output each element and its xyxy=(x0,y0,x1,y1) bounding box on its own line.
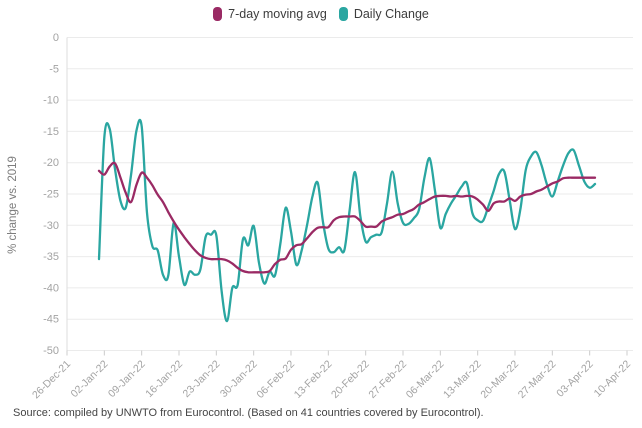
x-tick-label: 20-Mar-22 xyxy=(478,358,521,400)
daily-change-line xyxy=(97,118,597,323)
moving-avg-line xyxy=(97,161,597,274)
x-tick-label: 26-Dec-21 xyxy=(30,358,73,400)
x-tick-label: 10-Apr-22 xyxy=(592,358,634,400)
y-tick-label: -15 xyxy=(43,126,59,138)
daily-change-swatch-icon xyxy=(338,7,348,21)
x-tick-label: 13-Feb-22 xyxy=(292,358,335,400)
x-tick-label: 02-Jan-22 xyxy=(69,358,111,400)
x-tick-label: 20-Feb-22 xyxy=(329,358,372,400)
chart-legend: 7-day moving avg Daily Change xyxy=(0,7,642,21)
y-tick-label: -5 xyxy=(49,63,59,75)
x-tick-label: 30-Jan-22 xyxy=(218,358,260,400)
y-axis-title: % change vs. 2019 xyxy=(7,156,19,254)
legend-item-moving-avg: 7-day moving avg xyxy=(213,7,327,21)
y-tick-label: -20 xyxy=(43,157,59,169)
x-tick-label: 23-Jan-22 xyxy=(181,358,223,400)
x-tick-label: 13-Mar-22 xyxy=(441,358,484,400)
legend-label-moving-avg: 7-day moving avg xyxy=(228,7,327,21)
legend-label-daily-change: Daily Change xyxy=(353,7,429,21)
moving-avg-swatch-icon xyxy=(213,7,223,21)
x-tick-label: 27-Feb-22 xyxy=(366,358,409,400)
y-tick-label: -50 xyxy=(43,345,59,357)
x-tick-label: 03-Apr-22 xyxy=(554,358,596,400)
y-tick-label: -10 xyxy=(43,95,59,107)
x-tick-label: 27-Mar-22 xyxy=(516,358,559,400)
y-tick-label: -40 xyxy=(43,282,59,294)
y-tick-label: -30 xyxy=(43,220,59,232)
x-tick-label: 06-Feb-22 xyxy=(254,358,297,400)
x-tick-label: 09-Jan-22 xyxy=(106,358,148,400)
line-chart: 0-5-10-15-20-25-30-35-40-45-5026-Dec-210… xyxy=(7,32,634,400)
y-tick-label: -45 xyxy=(43,314,59,326)
y-tick-label: -25 xyxy=(43,189,59,201)
x-tick-label: 06-Mar-22 xyxy=(404,358,447,400)
y-tick-label: 0 xyxy=(53,32,59,44)
source-note: Source: compiled by UNWTO from Eurocontr… xyxy=(13,407,484,419)
y-tick-label: -35 xyxy=(43,251,59,263)
legend-item-daily-change: Daily Change xyxy=(338,7,429,21)
x-tick-label: 16-Jan-22 xyxy=(143,358,185,400)
